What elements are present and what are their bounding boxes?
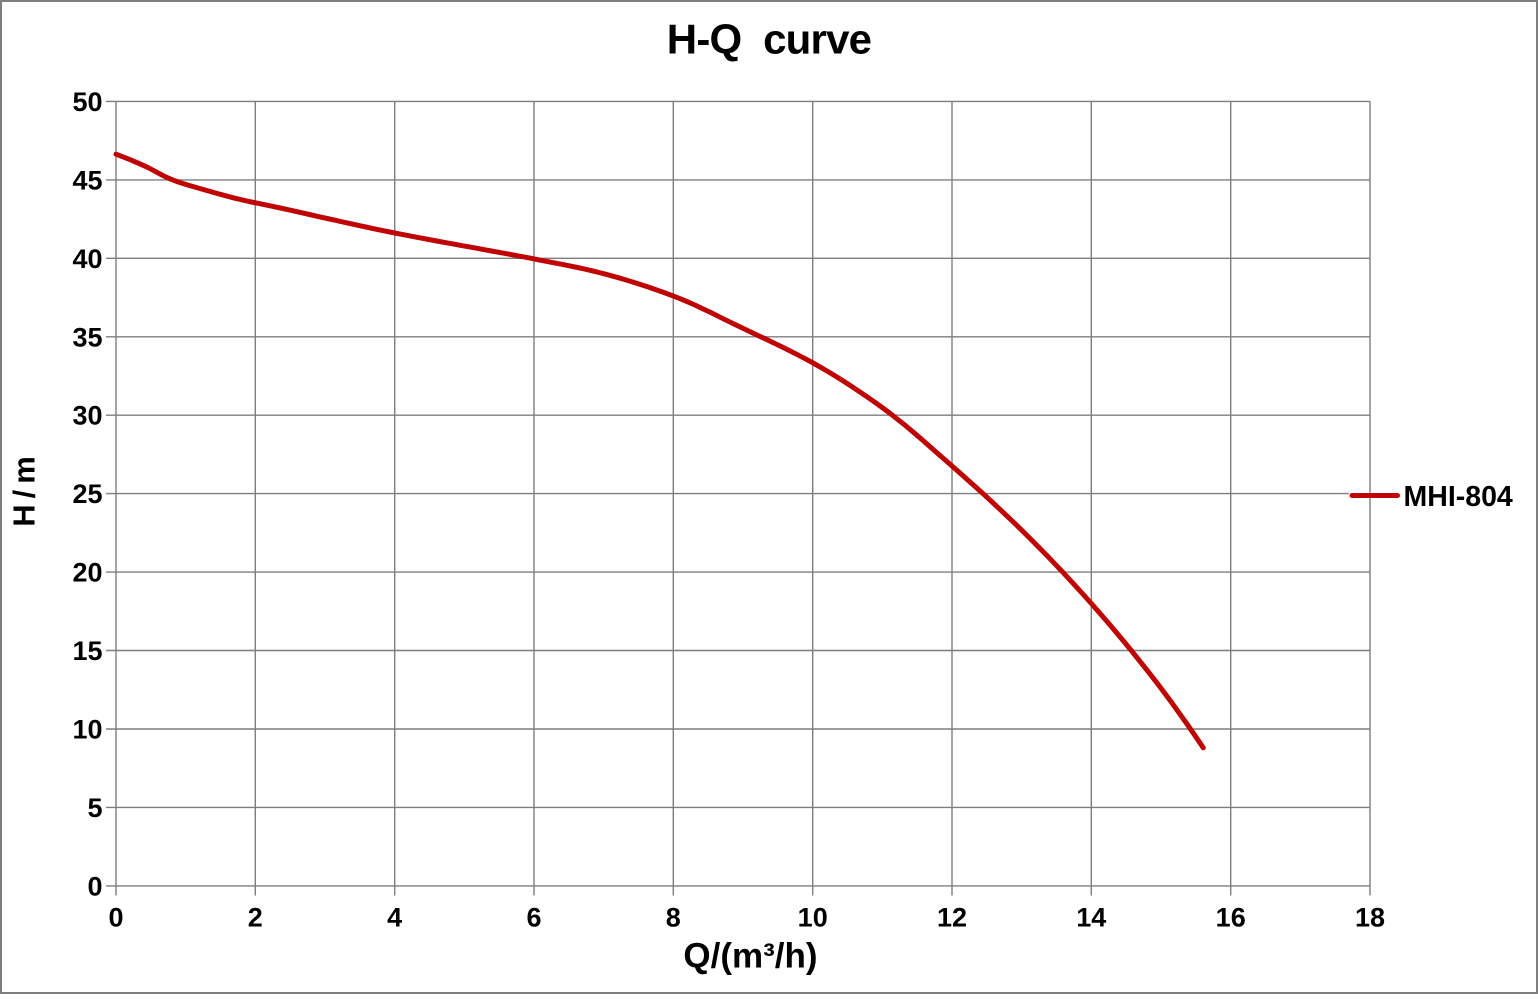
svg-text:20: 20	[72, 558, 102, 588]
svg-text:15: 15	[72, 636, 102, 666]
svg-text:Q/(m³/h): Q/(m³/h)	[683, 937, 817, 976]
svg-text:25: 25	[72, 479, 102, 509]
svg-text:18: 18	[1355, 903, 1385, 933]
svg-text:4: 4	[387, 903, 402, 933]
svg-text:2: 2	[248, 903, 263, 933]
svg-text:H/m: H/m	[7, 450, 42, 527]
svg-text:5: 5	[87, 793, 102, 823]
svg-text:40: 40	[72, 244, 102, 274]
svg-text:30: 30	[72, 401, 102, 431]
svg-text:8: 8	[666, 903, 681, 933]
svg-text:14: 14	[1076, 903, 1106, 933]
svg-text:10: 10	[798, 903, 828, 933]
svg-text:0: 0	[108, 903, 123, 933]
svg-text:35: 35	[72, 322, 102, 352]
svg-text:50: 50	[72, 87, 102, 117]
svg-text:10: 10	[72, 715, 102, 745]
svg-text:45: 45	[72, 165, 102, 195]
svg-text:6: 6	[526, 903, 541, 933]
svg-text:H-Q curve: H-Q curve	[667, 16, 871, 63]
svg-text:MHI-804: MHI-804	[1404, 481, 1513, 513]
svg-text:0: 0	[87, 871, 102, 901]
svg-text:16: 16	[1216, 903, 1246, 933]
svg-text:12: 12	[937, 903, 967, 933]
